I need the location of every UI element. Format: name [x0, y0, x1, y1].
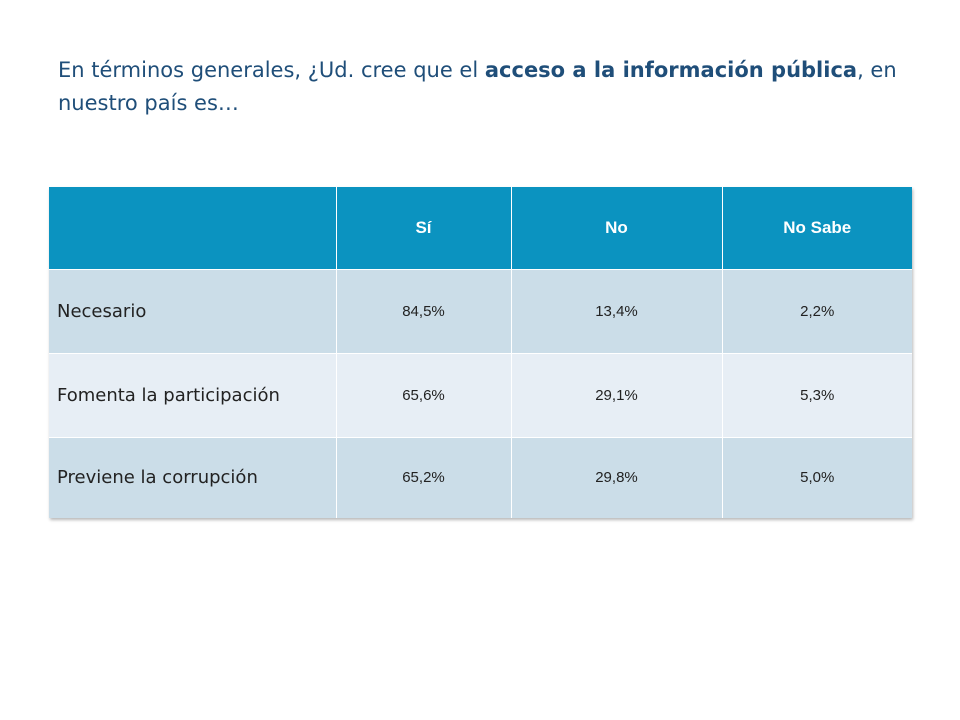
survey-results-table-container: Sí No No Sabe Necesario 84,5% 13,4% 2,2%…: [49, 187, 912, 518]
row-label: Necesario: [49, 269, 336, 353]
table-row: Fomenta la participación 65,6% 29,1% 5,3…: [49, 353, 912, 437]
value-no: 29,8%: [510, 437, 722, 518]
value-no-sabe: 2,2%: [721, 269, 912, 353]
title-text-bold: acceso a la información pública: [484, 58, 858, 82]
row-label: Previene la corrupción: [49, 437, 336, 518]
row-label: Fomenta la participación: [49, 353, 336, 437]
value-si: 84,5%: [335, 269, 511, 353]
table-row: Necesario 84,5% 13,4% 2,2%: [49, 269, 912, 353]
table-row: Previene la corrupción 65,2% 29,8% 5,0%: [49, 437, 912, 518]
title-text-start: En términos generales, ¿Ud. cree que el: [58, 58, 485, 82]
survey-results-table: Sí No No Sabe Necesario 84,5% 13,4% 2,2%…: [49, 187, 912, 518]
value-no-sabe: 5,3%: [721, 353, 912, 437]
header-no-sabe: No Sabe: [721, 187, 912, 269]
value-si: 65,2%: [335, 437, 511, 518]
page-title: En términos generales, ¿Ud. cree que el …: [58, 54, 918, 120]
value-si: 65,6%: [335, 353, 511, 437]
header-si: Sí: [335, 187, 511, 269]
value-no-sabe: 5,0%: [721, 437, 912, 518]
header-no: No: [510, 187, 722, 269]
title-text-end: , en nuestro país es…: [58, 58, 897, 115]
value-no: 29,1%: [510, 353, 722, 437]
header-blank-cell: [49, 187, 336, 269]
value-no: 13,4%: [510, 269, 722, 353]
table-header-row: Sí No No Sabe: [49, 187, 912, 269]
